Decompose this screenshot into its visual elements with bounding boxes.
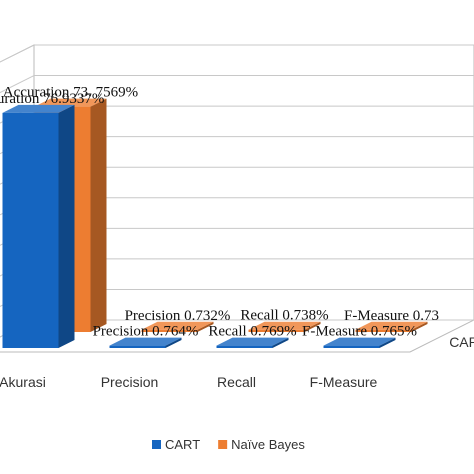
bar-front (109, 345, 166, 348)
value-label: Recall 0.738% (240, 308, 328, 324)
x-tick-label: F-Measure (310, 374, 378, 390)
bar-top (323, 337, 396, 346)
bar-top (34, 98, 107, 107)
bar (323, 337, 396, 348)
legend-swatch (218, 440, 228, 449)
bar-side (90, 98, 107, 333)
bar-front (216, 345, 273, 348)
bar (141, 321, 214, 332)
grid-line (0, 44, 35, 63)
x-tick-label: Akurasi (0, 374, 46, 390)
value-label: F-Measure 0.765% (302, 324, 417, 340)
bar-side (197, 321, 214, 332)
value-label: Precision 0.732% (125, 308, 231, 324)
bar-front (248, 329, 305, 332)
bar-side (379, 337, 396, 348)
value-label: Accuration 76.9337% (0, 91, 104, 107)
bar-side (58, 104, 75, 348)
bar-top (248, 321, 321, 330)
bar-top (216, 337, 289, 346)
bar-top (141, 321, 214, 330)
grid-line (0, 75, 35, 94)
legend-label: Naïve Bayes (231, 437, 305, 452)
bar-top (355, 321, 428, 330)
bar-side (272, 337, 289, 348)
bar (248, 321, 321, 332)
bar-side (165, 337, 182, 348)
bar (216, 337, 289, 348)
depth-label: CART (449, 334, 474, 350)
bar (355, 321, 428, 332)
bar-front (355, 329, 412, 332)
bar (2, 104, 75, 348)
value-label: Accuration 73. 7569% (3, 85, 138, 101)
value-label: Recall 0.769% (208, 324, 296, 340)
legend-label: CART (165, 437, 200, 452)
bar-front (2, 112, 59, 348)
x-tick-label: Precision (101, 374, 159, 390)
bar-front (141, 329, 198, 332)
bar-side (411, 321, 428, 332)
bar-top (2, 104, 75, 113)
bar (109, 337, 182, 348)
x-tick-label: Recall (217, 374, 256, 390)
bar-front (323, 345, 380, 348)
value-label: Precision 0.764% (93, 324, 199, 340)
value-label: F-Measure 0.73 (344, 308, 439, 324)
bar-top (109, 337, 182, 346)
legend-swatch (152, 440, 161, 449)
bar-side (304, 321, 321, 332)
